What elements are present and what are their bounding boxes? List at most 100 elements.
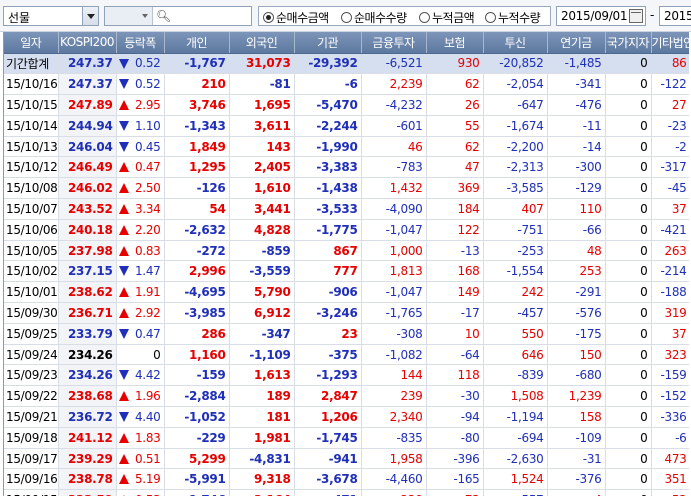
column-header[interactable]: 개인 (164, 32, 230, 54)
search-icon[interactable]: 🔍︎ (156, 9, 172, 23)
column-header[interactable]: 연기금 (547, 32, 606, 54)
value-cell: -45 (651, 177, 689, 200)
search-input[interactable] (169, 8, 249, 23)
radio-cumulative-amount[interactable]: 누적금액 (419, 9, 475, 26)
table-row[interactable]: 15/10/13 246.04 0.45 1,849 143 -1,990 46 62 -2,2… (4, 136, 689, 158)
column-header[interactable]: 보험 (426, 32, 484, 54)
value-cell: 55 (426, 115, 484, 137)
table-row[interactable]: 15/09/23 234.26 4.42 -159 1,613 -1,293 144 118-… (4, 364, 689, 387)
table-row[interactable]: 15/10/02 237.15 1.47 2,996 -3,559 777 1,813 168… (4, 260, 689, 283)
value-cell: 253 (547, 260, 606, 283)
date-cell: 15/09/25 (4, 323, 59, 345)
value-cell: 0 (605, 468, 652, 491)
value-cell: -3,985 (164, 302, 230, 324)
table-row[interactable]: 15/09/15233.59 0.53-1,7462,164-47122073-5… (4, 489, 689, 496)
change-cell: 5.19 (116, 468, 165, 491)
table-row[interactable]: 15/10/16 247.37 0.52 210 -81 -6 2,239 62 -2,054-… (4, 73, 689, 96)
triangle-down-icon (118, 328, 129, 339)
value-cell: -1,047 (361, 219, 427, 241)
table-row[interactable]: 15/10/08 246.02 2.50 -126 1,610 -1,438 1,432 36… (4, 177, 689, 200)
value-cell: -20,852 (483, 53, 548, 75)
table-row[interactable]: 15/10/15 247.89 2.95 3,746 1,695 -5,470 -4,232… (4, 94, 689, 116)
table-row[interactable]: 15/10/14 244.94 1.10 -1,343 3,611 -2,244 -601 5… (4, 115, 689, 137)
column-header[interactable]: 등락폭 (116, 32, 165, 54)
change-value: 0.47 (134, 326, 161, 341)
mode-radio-group: 순매수금액 순매수수량 누적금액 누적수량 (258, 6, 551, 26)
column-header[interactable]: 국가지자 (605, 32, 652, 54)
kospi200-cell: 240.18 (58, 219, 117, 241)
chevron-down-icon[interactable] (82, 7, 98, 25)
table-row[interactable]: 15/10/07 243.52 3.34 54 3,441 -3,533 -4,090 184… (4, 198, 689, 220)
value-cell: -1,438 (294, 177, 362, 200)
value-cell: -64 (426, 344, 484, 366)
start-date-field[interactable]: 2015/09/01 (556, 6, 646, 26)
change-value: 4.40 (134, 409, 161, 424)
radio-label: 순매수수량 (354, 11, 407, 25)
value-cell: 930 (426, 53, 484, 75)
value-cell: -229 (164, 427, 230, 449)
value-cell: 263 (651, 240, 689, 262)
kospi200-cell: 247.37 (58, 73, 117, 96)
radio-net-buy-amount[interactable]: 순매수금액 (263, 9, 329, 26)
value-cell: 1,813 (361, 260, 427, 283)
table-row[interactable]: 15/09/30 236.71 2.92 -3,985 6,912 -3,246 -1,76… (4, 302, 689, 324)
triangle-up-icon (118, 162, 129, 173)
market-select[interactable]: 선물 (3, 6, 99, 26)
date-cell: 15/10/14 (4, 115, 59, 137)
column-header[interactable]: 기관 (294, 32, 362, 54)
date-cell: 15/10/12 (4, 156, 59, 179)
table-row[interactable]: 15/09/17 239.29 0.51 5,299 -4,831 -941 1,958 -3… (4, 448, 689, 470)
summary-row[interactable]: 기간합계 247.37 0.52 -1,767 31,073 -29,392 -6,521 9… (4, 53, 689, 75)
column-header[interactable]: 기타법인 (651, 32, 689, 54)
value-cell: -2 (651, 136, 689, 158)
value-cell: 0 (605, 323, 652, 345)
table-row[interactable]: 15/09/16 238.78 5.19 -5,991 9,318 -3,678 -4,46… (4, 468, 689, 491)
date-cell: 15/09/18 (4, 427, 59, 449)
column-header[interactable]: 금융투자 (361, 32, 427, 54)
date-cell: 15/09/30 (4, 302, 59, 324)
change-cell: 3.34 (116, 198, 165, 220)
triangle-up-icon (118, 183, 129, 194)
value-cell: 220 (361, 489, 427, 496)
column-header[interactable]: 투신 (483, 32, 548, 54)
search-box[interactable]: 🔍︎ (104, 6, 252, 26)
value-cell: 210 (164, 73, 230, 96)
radio-net-buy-quantity[interactable]: 순매수수량 (341, 9, 407, 26)
value-cell: 37 (651, 323, 689, 345)
value-cell: 62 (426, 136, 484, 158)
value-cell: -81 (229, 73, 295, 96)
table-row[interactable]: 15/09/18 241.12 1.83 -229 1,981 -1,745 -835 -80… (4, 427, 689, 449)
triangle-down-icon (118, 79, 129, 90)
triangle-down-icon (118, 141, 129, 152)
column-header[interactable]: KOSPI200 (58, 32, 117, 54)
value-cell: 867 (294, 240, 362, 262)
change-cell: 2.92 (116, 302, 165, 324)
market-select-value: 선물 (8, 11, 31, 25)
column-header[interactable]: 일자 (4, 32, 59, 54)
change-cell: 0.83 (116, 240, 165, 262)
table-row[interactable]: 15/10/06 240.18 2.20 -2,632 4,828 -1,775 -1,04… (4, 219, 689, 241)
value-cell: 62 (426, 73, 484, 96)
value-cell: -1,047 (361, 281, 427, 304)
table-row[interactable]: 15/10/05 237.98 0.83 -272 -859 867 1,000 -13 -25… (4, 240, 689, 262)
value-cell: -3,383 (294, 156, 362, 179)
value-cell: 319 (651, 302, 689, 324)
triangle-up-icon (118, 453, 129, 464)
value-cell: -3,559 (229, 260, 295, 283)
table-row[interactable]: 15/09/24 234.26 0 1,160 -1,109 -375 -1,082 -64 6… (4, 344, 689, 366)
calendar-icon[interactable] (629, 9, 643, 23)
table-row[interactable]: 15/10/01 238.62 1.91 -4,695 5,790 -906 -1,047 1… (4, 281, 689, 304)
table-row[interactable]: 15/09/25 233.79 0.47 286 -347 23 -308 10 550 -175… (4, 323, 689, 345)
column-header[interactable]: 외국인 (229, 32, 295, 54)
value-cell: -859 (229, 240, 295, 262)
search-type-dropdown[interactable] (105, 7, 153, 25)
end-date-field[interactable]: 2015 (659, 6, 691, 26)
value-cell: 0 (605, 73, 652, 96)
radio-cumulative-quantity[interactable]: 누적수량 (485, 9, 541, 26)
table-row[interactable]: 15/10/12 246.49 0.47 1,295 2,405 -3,383 -783 47… (4, 156, 689, 179)
value-cell: 1,958 (361, 448, 427, 470)
value-cell: 158 (547, 406, 606, 428)
table-row[interactable]: 15/09/21 236.72 4.40 -1,052 181 1,206 2,340 -94… (4, 406, 689, 428)
table-row[interactable]: 15/09/22 238.68 1.96 -2,884 189 2,847 239 -30 1,… (4, 385, 689, 408)
change-value: 2.20 (134, 222, 161, 237)
